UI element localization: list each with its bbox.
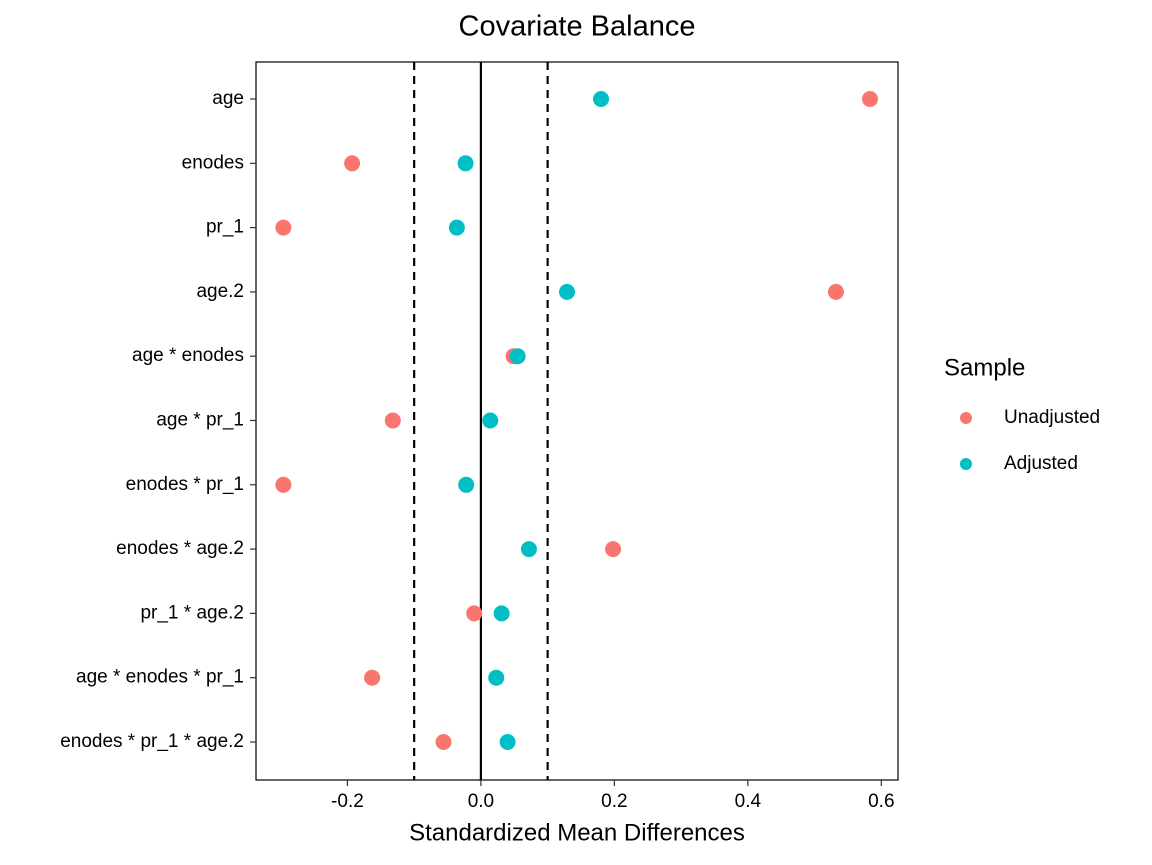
point: [509, 348, 526, 365]
point: [493, 605, 510, 622]
legend-key: [960, 458, 972, 470]
y-tick-label: enodes * pr_1 * age.2: [60, 731, 244, 752]
point: [364, 669, 381, 686]
y-tick-label: age.2: [196, 281, 244, 302]
point: [384, 412, 401, 429]
point: [457, 155, 474, 172]
point: [593, 91, 610, 107]
y-tick-label: enodes: [182, 152, 244, 173]
y-tick-label: age * pr_1: [156, 410, 244, 431]
point: [275, 219, 292, 236]
x-axis-label: Standardized Mean Differences: [409, 819, 745, 846]
point: [488, 669, 505, 686]
point: [275, 476, 292, 493]
point: [827, 283, 844, 300]
chart-title: Covariate Balance: [459, 11, 696, 43]
x-tick-label: 0.6: [868, 791, 894, 812]
legend-title: Sample: [944, 354, 1025, 381]
y-tick-label: pr_1: [206, 217, 244, 238]
y-tick-label: enodes * age.2: [116, 538, 244, 559]
legend-label: Adjusted: [1004, 453, 1078, 474]
point: [520, 541, 537, 558]
x-tick-label: -0.2: [331, 791, 364, 812]
y-tick-label: age * enodes: [132, 345, 244, 366]
point: [499, 734, 516, 750]
x-tick-label: 0.0: [468, 791, 494, 812]
x-tick-label: 0.4: [735, 791, 762, 812]
point: [458, 476, 475, 493]
y-tick-label: age: [212, 88, 244, 109]
point: [466, 605, 483, 622]
point: [605, 541, 622, 558]
y-tick-label: pr_1 * age.2: [140, 602, 244, 623]
y-tick-label: enodes * pr_1: [126, 474, 244, 495]
point: [435, 734, 452, 750]
point: [482, 412, 499, 429]
y-tick-label: age * enodes * pr_1: [76, 667, 244, 688]
point: [448, 219, 465, 236]
legend-label: Unadjusted: [1004, 407, 1100, 428]
legend-key: [960, 412, 972, 424]
x-tick-label: 0.2: [601, 791, 627, 812]
point: [558, 283, 575, 300]
point: [344, 155, 361, 172]
point: [861, 91, 878, 107]
